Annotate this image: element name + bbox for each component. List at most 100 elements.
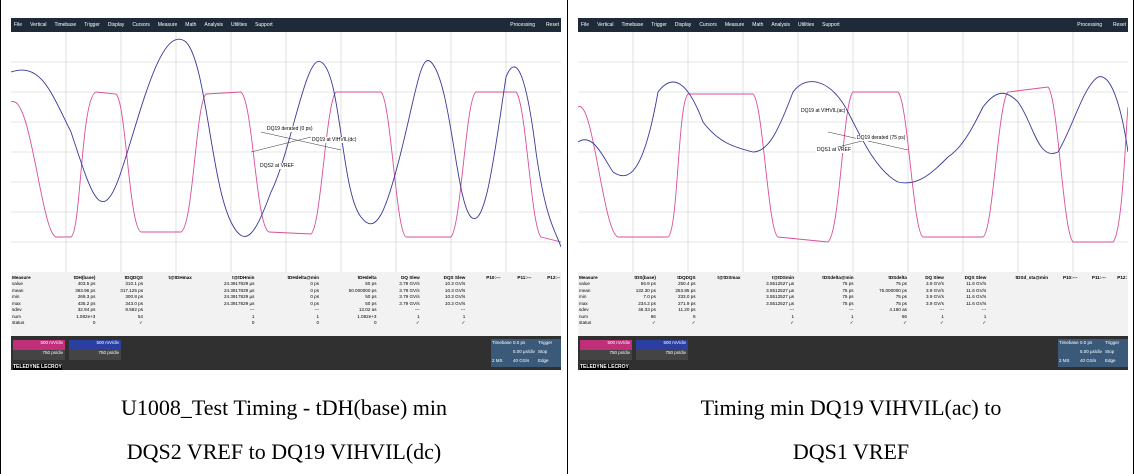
channel-setting: 500 mV/div xyxy=(13,340,65,350)
processing: Processing xyxy=(1077,22,1102,28)
timebase-text: Stop xyxy=(538,349,547,354)
measure-cell xyxy=(697,320,742,327)
annotation: DQ19 at VIHVIL(ac) xyxy=(800,108,846,114)
timebase-box: Timebase0.0 psTrigger5.00 µs/divStop2 MS… xyxy=(491,339,561,367)
channel-setting: 750 ps/div xyxy=(636,350,688,360)
measure-table: MeasuretDH(base)tDQDQSt@tDHmaxt@tDHmintD… xyxy=(11,274,561,326)
caption: U1008_Test Timing - tDH(base) min xyxy=(1,395,567,421)
menu-item[interactable]: Support xyxy=(822,22,840,28)
timebase-text: 0.0 ps xyxy=(513,340,525,345)
measure-cell: ✓ xyxy=(945,320,987,327)
measure-cell: ✓ xyxy=(657,320,697,327)
waveform-display xyxy=(11,32,561,272)
timebase-text: 0.0 ps xyxy=(1080,340,1092,345)
timebase-text: Trigger xyxy=(538,340,552,345)
plot-area: DQ19 at VIHVIL(ac) DQ19 derated (75 ps) DQ… xyxy=(578,32,1128,272)
menu-item[interactable]: Math xyxy=(752,22,763,28)
menu-item[interactable]: Measure xyxy=(725,22,744,28)
status-bar: 500 mV/div750 ps/div500 mV/div750 ps/div… xyxy=(11,336,561,370)
menu-item[interactable]: Cursors xyxy=(132,22,150,28)
channel-setting: 500 mV/div xyxy=(580,340,632,350)
page: File Vertical Timebase Trigger Display Cursor… xyxy=(0,0,1134,474)
measure-cell: status xyxy=(11,320,51,327)
reset-button[interactable]: Reset xyxy=(1113,22,1126,28)
brand: TELEDYNE LECROY xyxy=(580,364,629,370)
brand: TELEDYNE LECROY xyxy=(13,364,62,370)
measure-cell: ✓ xyxy=(96,320,144,327)
menu-bar: File Vertical Timebase Trigger Display Cursor… xyxy=(578,18,1128,32)
measure-cell: ✓ xyxy=(855,320,908,327)
measure-cell xyxy=(987,320,1049,327)
measure-cell: ✓ xyxy=(742,320,796,327)
measure-cell: 0 xyxy=(255,320,320,327)
timebase-text: Trigger xyxy=(1105,340,1119,345)
menu-item[interactable]: Trigger xyxy=(651,22,667,28)
menu-item[interactable]: Support xyxy=(255,22,273,28)
measure-cell xyxy=(1107,320,1128,327)
measure-cell xyxy=(470,320,501,327)
processing: Processing xyxy=(510,22,535,28)
measure-row: status✓✓✓✓✓✓✓ xyxy=(578,320,1128,327)
timebase-text: Edge xyxy=(538,358,549,363)
timebase-box: Timebase0.0 psTrigger5.00 µs/divStop2 MS… xyxy=(1058,339,1128,367)
menu-item[interactable]: Cursors xyxy=(699,22,717,28)
annotation: DQS1 at VREF xyxy=(816,147,852,153)
caption: DQS1 VREF xyxy=(568,439,1134,465)
annotation: DQ19 at VIHVIL(dc) xyxy=(311,137,357,143)
annotation: DQ19 derated (75 ps) xyxy=(856,135,906,141)
timebase-text: Edge xyxy=(1105,358,1116,363)
menu-item[interactable]: File xyxy=(581,22,589,28)
menu-bar: File Vertical Timebase Trigger Display Cursor… xyxy=(11,18,561,32)
channel-setting: 750 ps/div xyxy=(580,350,632,360)
menu-item[interactable]: Measure xyxy=(158,22,177,28)
measure-cell: ✓ xyxy=(615,320,657,327)
menu-item[interactable]: Timebase xyxy=(621,22,643,28)
plot-area: DQ19 derated (0 ps) DQ19 at VIHVIL(dc) DQS… xyxy=(11,32,561,272)
timebase-text: Timebase xyxy=(492,340,512,345)
channel-setting: 500 mV/div xyxy=(636,340,688,350)
measure-cell xyxy=(532,320,561,327)
panel: File Vertical Timebase Trigger Display Cursor… xyxy=(1,0,567,474)
menu-item[interactable]: Vertical xyxy=(597,22,613,28)
screenshot: File Vertical Timebase Trigger Display Cursor… xyxy=(578,18,1128,370)
menu-item[interactable]: Analysis xyxy=(204,22,223,28)
caption: Timing min DQ19 VIHVIL(ac) to xyxy=(568,395,1134,421)
measure-cell: ✓ xyxy=(795,320,855,327)
timebase-text: 40 GS/s xyxy=(1080,358,1096,363)
channel-setting: 500 mV/div xyxy=(69,340,121,350)
annotation: DQS2 at VREF xyxy=(259,163,295,169)
menu-item[interactable]: Vertical xyxy=(30,22,46,28)
annotation: DQ19 derated (0 ps) xyxy=(266,126,314,132)
channel-setting: 750 ps/div xyxy=(69,350,121,360)
menu-item[interactable]: Math xyxy=(185,22,196,28)
measure-cell: ✓ xyxy=(908,320,945,327)
menu-item[interactable]: Display xyxy=(108,22,124,28)
panel: File Vertical Timebase Trigger Display Cursor… xyxy=(568,0,1134,474)
reset-button[interactable]: Reset xyxy=(546,22,559,28)
measure-cell: 0 xyxy=(320,320,377,327)
measure-cell xyxy=(502,320,533,327)
measure-cell xyxy=(1049,320,1078,327)
menu-item[interactable]: Utilities xyxy=(231,22,247,28)
timebase-text: 5.00 µs/div xyxy=(1080,349,1102,354)
measure-cell: 0 xyxy=(51,320,97,327)
measure-cell: status xyxy=(578,320,615,327)
menu-item[interactable]: Analysis xyxy=(771,22,790,28)
timebase-text: 40 GS/s xyxy=(513,358,529,363)
menu-item[interactable]: Trigger xyxy=(84,22,100,28)
measure-cell: ✓ xyxy=(421,320,467,327)
waveform-display xyxy=(578,32,1128,272)
menu-item[interactable]: Utilities xyxy=(798,22,814,28)
menu-item[interactable]: Display xyxy=(675,22,691,28)
measure-cell: ✓ xyxy=(378,320,421,327)
menu-item[interactable]: Timebase xyxy=(54,22,76,28)
timebase-text: 2 MS xyxy=(492,358,503,363)
menu-item[interactable]: File xyxy=(14,22,22,28)
marker-line xyxy=(251,137,311,152)
channel-setting: 750 ps/div xyxy=(13,350,65,360)
